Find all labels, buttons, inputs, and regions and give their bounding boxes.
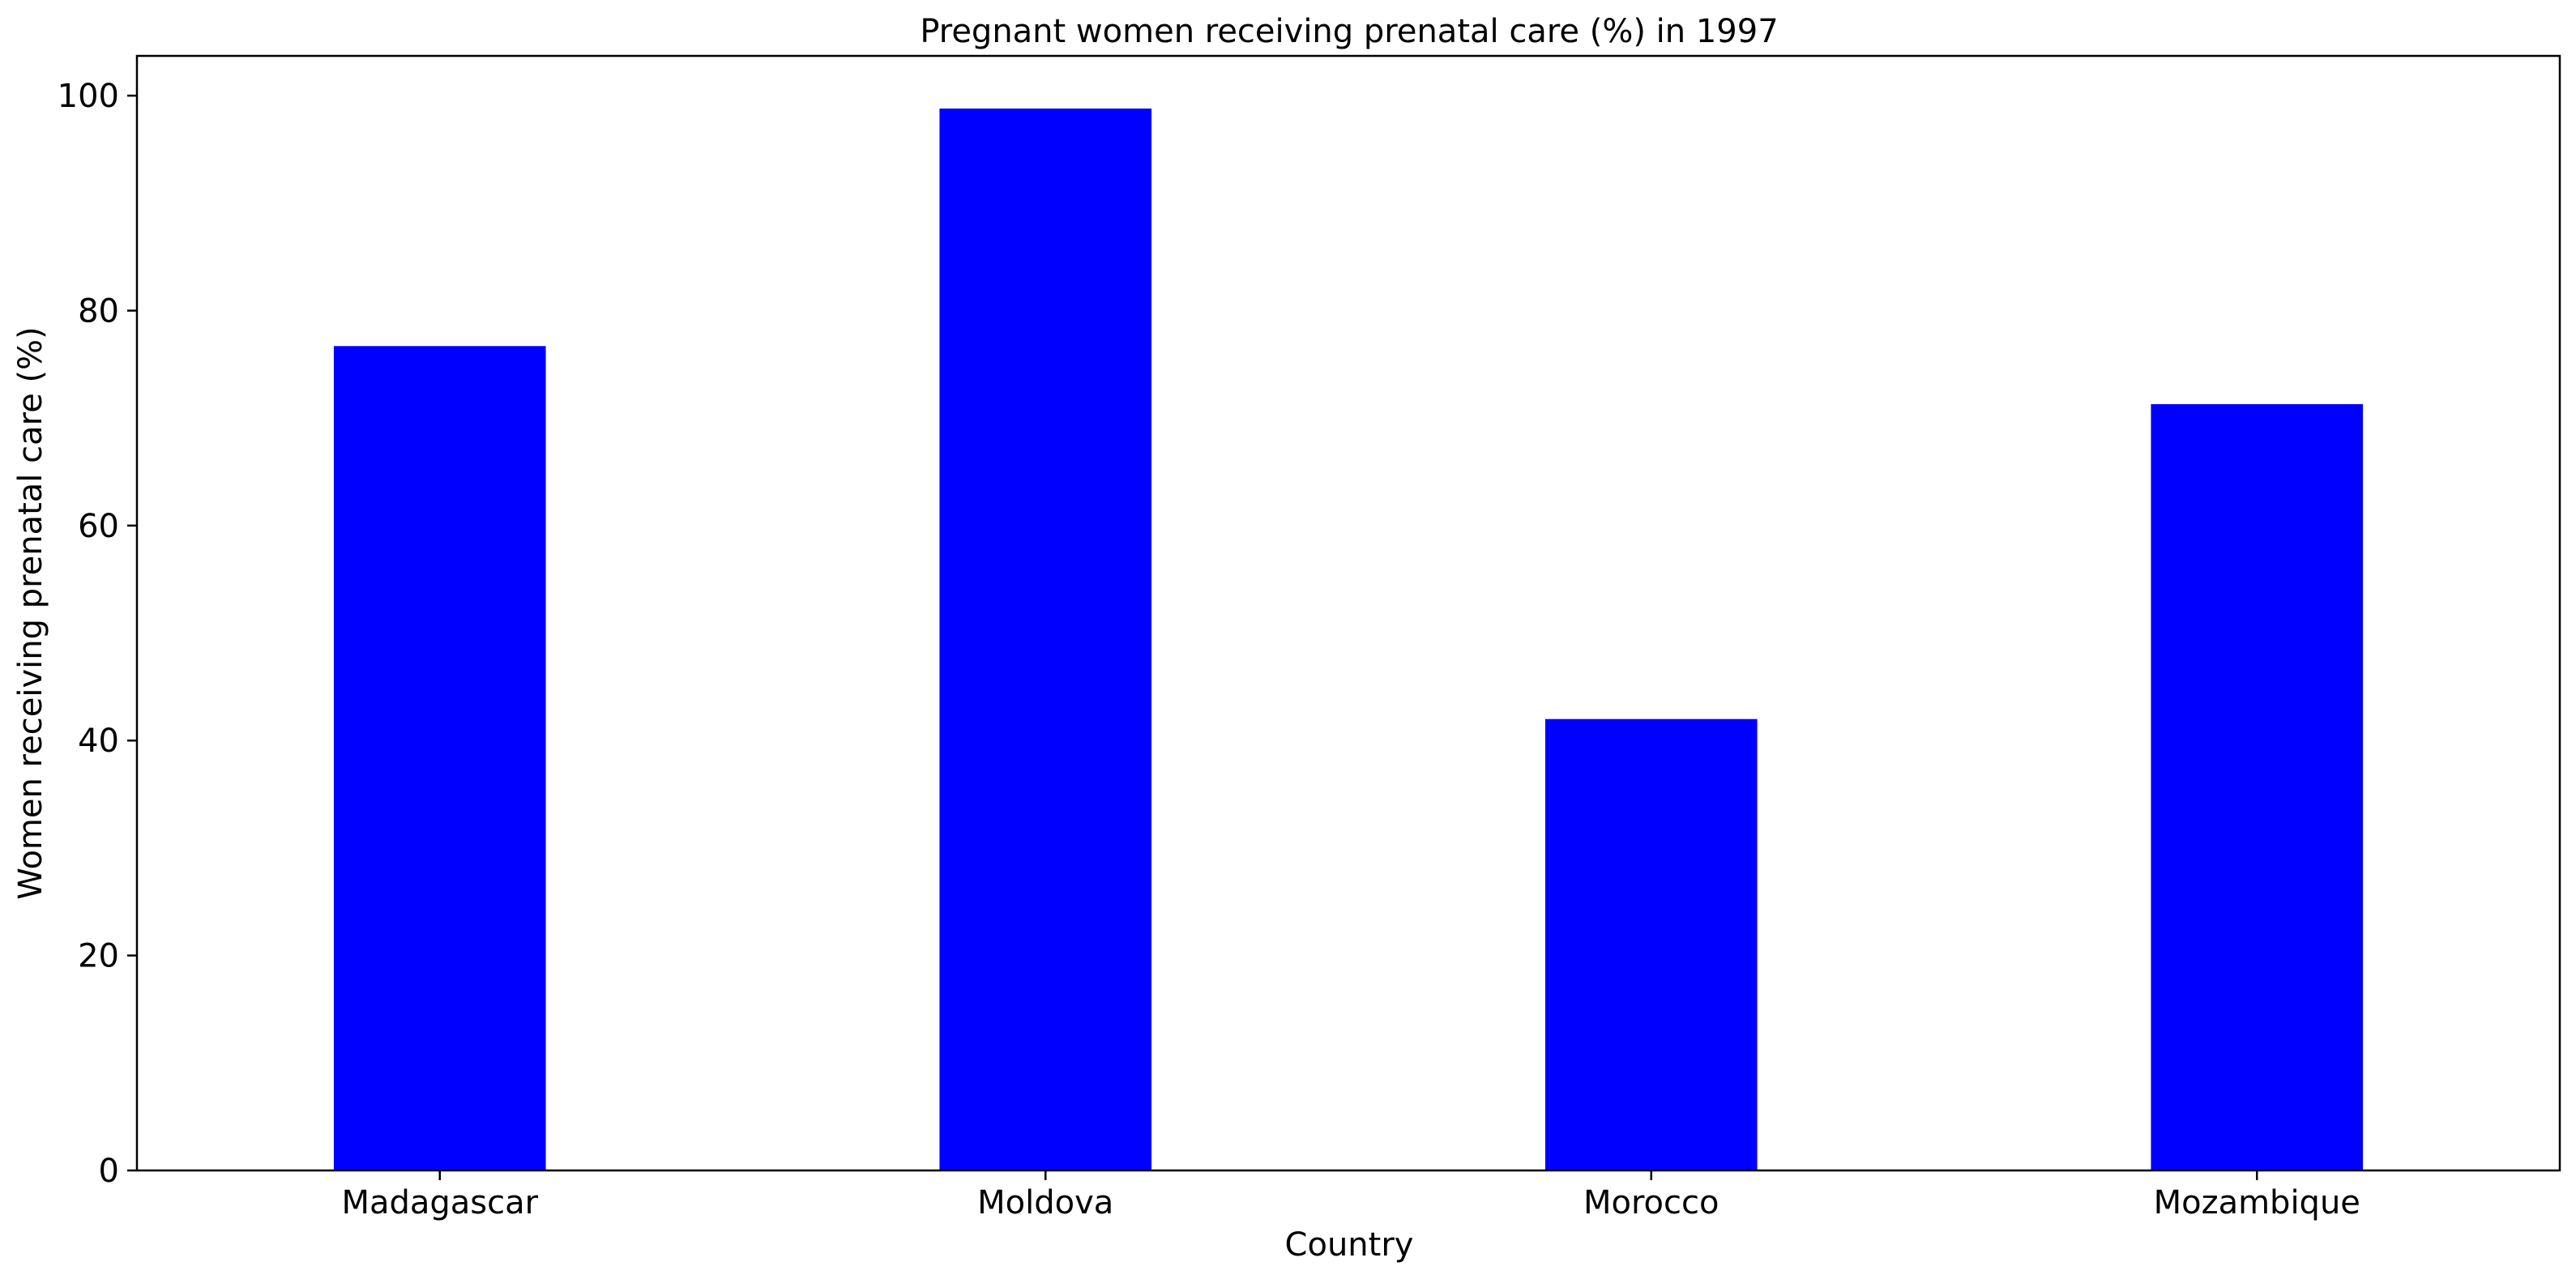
x-tick-label: Morocco	[1583, 1184, 1719, 1221]
y-axis-ticks: 0 20 40 60 80 100	[58, 78, 137, 1190]
y-tick-label: 60	[78, 508, 119, 545]
chart-title: Pregnant women receiving prenatal care (…	[920, 13, 1778, 50]
x-axis-ticks: Madagascar Moldova Morocco Mozambique	[341, 1170, 2360, 1221]
x-tick-label: Moldova	[977, 1184, 1113, 1221]
x-tick-label: Mozambique	[2154, 1184, 2360, 1221]
y-tick-label: 80	[78, 292, 119, 330]
y-axis-label: Women receiving prenatal care (%)	[12, 326, 49, 900]
y-tick-label: 100	[58, 78, 119, 115]
plot-frame	[135, 54, 2561, 1172]
bars-layer	[333, 109, 2364, 1171]
bar-madagascar	[333, 346, 546, 1170]
bar-moldova	[939, 109, 1152, 1171]
y-tick-label: 40	[78, 723, 119, 760]
y-tick-label: 0	[99, 1153, 119, 1190]
bar-mozambique	[2151, 403, 2364, 1170]
y-tick-label: 20	[78, 938, 119, 975]
x-axis-label: Country	[1285, 1226, 1414, 1264]
x-tick-label: Madagascar	[341, 1184, 538, 1221]
bar-morocco	[1544, 718, 1758, 1170]
